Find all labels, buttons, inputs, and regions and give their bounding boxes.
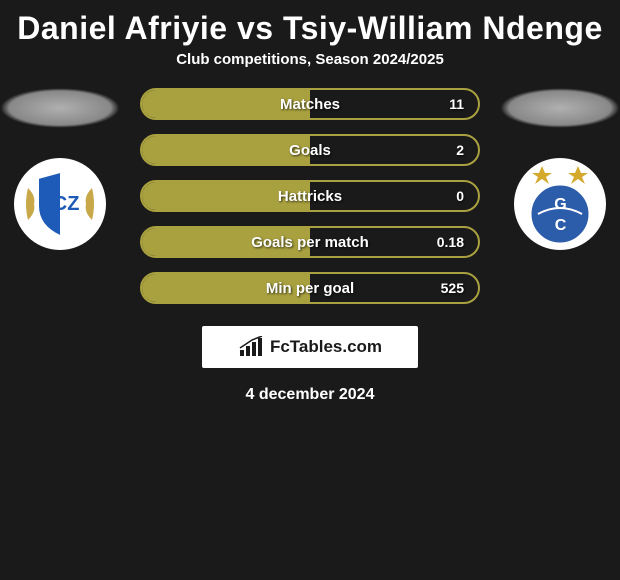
club-badge-left: FCZ [14,158,106,250]
comparison-content: FCZ G C Matches 11 [0,88,620,404]
brand-text: FcTables.com [270,337,382,357]
club-badge-right: G C [514,158,606,250]
brand-chart-icon [238,336,264,358]
stat-label: Goals [289,142,331,159]
gc-crest-icon: G C [516,160,604,248]
svg-text:FCZ: FCZ [41,193,80,215]
stat-label: Hattricks [278,188,342,205]
stat-value: 525 [441,280,464,296]
stat-value: 2 [456,142,464,158]
stat-row-hattricks: Hattricks 0 [140,180,480,212]
comparison-title: Daniel Afriyie vs Tsiy-William Ndenge [0,0,620,51]
player1-silhouette-icon [0,88,120,128]
stat-label: Goals per match [251,234,369,251]
stats-list: Matches 11 Goals 2 Hattricks 0 Goals per… [140,88,480,304]
date-text: 4 december 2024 [0,386,620,404]
stat-fill [142,136,310,164]
fcz-crest-icon: FCZ [20,164,100,244]
player1-name: Daniel Afriyie [17,10,227,46]
player-left-column: FCZ [0,88,120,250]
stat-row-matches: Matches 11 [140,88,480,120]
vs-separator: vs [237,10,274,46]
brand-box: FcTables.com [202,326,418,368]
player2-name: Tsiy-William Ndenge [283,10,603,46]
player-right-column: G C [500,88,620,250]
stat-value: 11 [449,96,464,112]
player2-silhouette-icon [500,88,620,128]
stat-label: Min per goal [266,280,354,297]
svg-text:C: C [555,217,567,234]
svg-text:G: G [554,196,566,213]
stat-value: 0.18 [437,234,464,250]
stat-label: Matches [280,96,340,113]
stat-row-goals-per-match: Goals per match 0.18 [140,226,480,258]
stat-row-goals: Goals 2 [140,134,480,166]
stat-row-min-per-goal: Min per goal 525 [140,272,480,304]
stat-value: 0 [456,188,464,204]
subtitle: Club competitions, Season 2024/2025 [0,51,620,88]
